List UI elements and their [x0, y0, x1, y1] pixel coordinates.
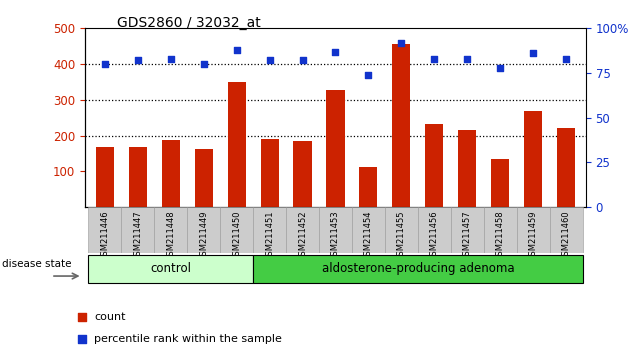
Point: [133, 58, 143, 63]
Text: GSM211450: GSM211450: [232, 211, 241, 261]
Bar: [392, 44, 410, 207]
Text: control: control: [150, 262, 192, 275]
Bar: [122, 207, 154, 253]
Bar: [129, 147, 147, 207]
Text: GSM211458: GSM211458: [496, 211, 505, 261]
Text: percentile rank within the sample: percentile rank within the sample: [94, 334, 282, 344]
Bar: [253, 207, 286, 253]
Point: [364, 72, 374, 78]
Text: GSM211460: GSM211460: [561, 211, 571, 261]
Text: GSM211449: GSM211449: [199, 211, 208, 261]
Text: count: count: [94, 312, 125, 322]
Bar: [253, 255, 583, 283]
Bar: [418, 207, 451, 253]
Text: disease state: disease state: [2, 259, 71, 269]
Text: GSM211453: GSM211453: [331, 211, 340, 261]
Bar: [88, 255, 253, 283]
Point: [166, 56, 176, 62]
Bar: [385, 207, 418, 253]
Text: GSM211448: GSM211448: [166, 211, 175, 261]
Bar: [359, 167, 377, 207]
Bar: [195, 149, 213, 207]
Point: [462, 56, 472, 62]
Point: [232, 47, 242, 53]
Text: GSM211454: GSM211454: [364, 211, 373, 261]
Bar: [517, 207, 549, 253]
Bar: [557, 129, 575, 207]
Bar: [96, 147, 114, 207]
Text: GSM211456: GSM211456: [430, 211, 439, 261]
Point: [528, 51, 538, 56]
Bar: [425, 124, 444, 207]
Point: [100, 61, 110, 67]
Point: [561, 56, 571, 62]
Bar: [187, 207, 220, 253]
Bar: [524, 111, 542, 207]
Point: [198, 61, 209, 67]
Point: [396, 40, 406, 45]
Bar: [162, 140, 180, 207]
Point: [297, 58, 307, 63]
Text: GSM211457: GSM211457: [463, 211, 472, 261]
Point: [495, 65, 505, 70]
Bar: [286, 207, 319, 253]
Bar: [294, 141, 312, 207]
Point: [496, 220, 506, 226]
Bar: [220, 207, 253, 253]
Text: GSM211455: GSM211455: [397, 211, 406, 261]
Bar: [326, 90, 345, 207]
Bar: [458, 130, 476, 207]
Text: GDS2860 / 32032_at: GDS2860 / 32032_at: [117, 16, 261, 30]
Bar: [261, 139, 278, 207]
Text: GSM211459: GSM211459: [529, 211, 537, 261]
Bar: [88, 207, 122, 253]
Text: GSM211452: GSM211452: [298, 211, 307, 261]
Bar: [491, 159, 509, 207]
Bar: [319, 207, 352, 253]
Point: [330, 49, 340, 55]
Point: [265, 58, 275, 63]
Point: [429, 56, 439, 62]
Bar: [451, 207, 484, 253]
Bar: [549, 207, 583, 253]
Bar: [227, 82, 246, 207]
Text: GSM211446: GSM211446: [100, 211, 110, 261]
Bar: [484, 207, 517, 253]
Bar: [154, 207, 187, 253]
Text: GSM211447: GSM211447: [134, 211, 142, 261]
Point: [496, 23, 506, 29]
Bar: [352, 207, 385, 253]
Text: GSM211451: GSM211451: [265, 211, 274, 261]
Text: aldosterone-producing adenoma: aldosterone-producing adenoma: [321, 262, 514, 275]
